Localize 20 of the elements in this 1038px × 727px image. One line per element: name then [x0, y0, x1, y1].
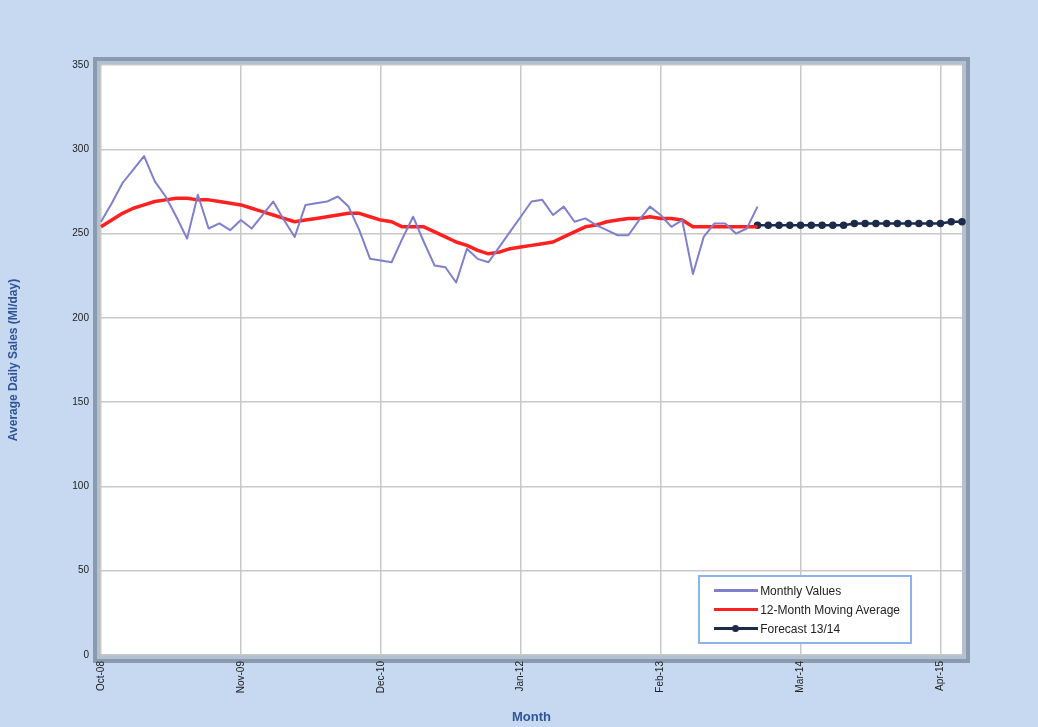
x-tick-label: Mar-14 [794, 660, 806, 693]
y-tick-label: 250 [72, 227, 90, 239]
legend-label: Forecast 13/14 [760, 621, 841, 636]
y-tick-label: 0 [83, 648, 90, 660]
y-axis-title: Average Daily Sales (Ml/day) [5, 278, 20, 442]
y-tick-label: 200 [72, 311, 90, 323]
y-tick-label: 50 [77, 564, 90, 576]
y-tick-label: 300 [72, 143, 90, 155]
x-tick-label: Feb-13 [654, 660, 666, 693]
y-tick-label: 100 [72, 480, 90, 492]
x-tick-label: Apr-15 [934, 660, 946, 692]
legend-label: Monthly Values [760, 583, 842, 598]
x-tick-label: Nov-09 [234, 660, 246, 694]
y-tick-label: 350 [72, 58, 90, 70]
x-tick-label: Dec-10 [374, 660, 386, 694]
y-tick-label: 150 [72, 395, 90, 407]
x-axis-title: Month [512, 708, 552, 724]
legend-label: 12-Month Moving Average [760, 602, 900, 617]
x-tick-label: Oct-08 [94, 660, 106, 692]
x-tick-label: Jan-12 [514, 660, 526, 692]
